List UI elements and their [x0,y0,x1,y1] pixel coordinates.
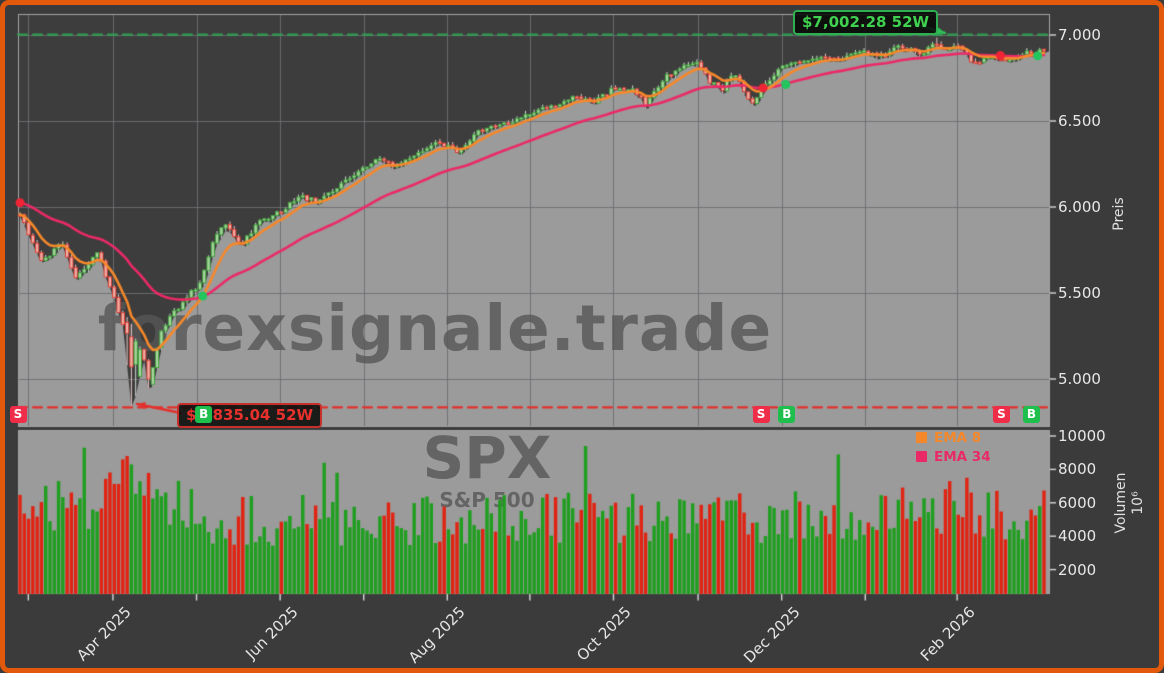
price-volume-chart-canvas[interactable] [0,0,1164,673]
chart-window: forexsignale.trade SPX S&P 500 $7,002.28… [0,0,1164,673]
